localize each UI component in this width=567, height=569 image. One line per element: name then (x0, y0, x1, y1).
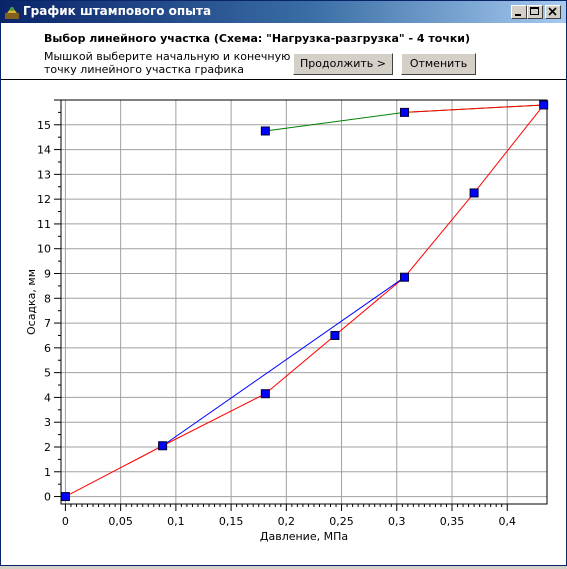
maximize-button[interactable] (527, 5, 543, 19)
y-tick-label: 10 (37, 243, 51, 256)
y-tick-label: 14 (37, 144, 51, 157)
y-tick-label: 1 (44, 466, 51, 479)
y-tick-label: 7 (44, 317, 51, 330)
y-tick-label: 15 (37, 119, 51, 132)
y-tick-label: 4 (44, 391, 51, 404)
minimize-button[interactable] (511, 5, 527, 19)
instruction-text-line1: Мышкой выберите начальную и конечную (44, 50, 291, 63)
title-bar[interactable]: График штампового опыта (1, 1, 566, 23)
y-tick-label: 0 (44, 491, 51, 504)
data-point[interactable] (469, 188, 479, 198)
window-title: График штампового опыта (23, 4, 212, 18)
y-tick-label: 11 (37, 218, 51, 231)
data-point[interactable] (60, 492, 70, 502)
y-tick-label: 8 (44, 292, 51, 305)
y-tick-label: 6 (44, 342, 51, 355)
chart-area: 0 0,05 0,1 0,15 0,2 0,25 0,3 0,35 0,4 0 1 2 3 4 5 6 7 8 9 1… (1, 80, 566, 565)
maximize-icon (530, 7, 539, 15)
close-button[interactable] (545, 5, 561, 19)
y-tick-label: 9 (44, 267, 51, 280)
y-tick-label: 5 (44, 367, 51, 380)
x-tick-label: 0,15 (219, 515, 244, 528)
data-point[interactable] (400, 272, 410, 282)
panel-heading: Выбор линейного участка (Схема: "Нагрузк… (44, 32, 471, 45)
data-point[interactable] (158, 441, 168, 451)
app-icon (5, 7, 19, 19)
y-tick-label: 13 (37, 168, 51, 181)
series-line-3 (404, 104, 544, 113)
y-tick-label: 12 (37, 193, 51, 206)
cancel-button[interactable]: Отменить (401, 53, 476, 75)
y-tick-label: 3 (44, 416, 51, 429)
x-tick-label: 0,4 (498, 515, 516, 528)
x-tick-label: 0,25 (329, 515, 354, 528)
chart[interactable]: 0 0,05 0,1 0,15 0,2 0,25 0,3 0,35 0,401234567891… (1, 80, 566, 565)
data-point[interactable] (539, 100, 549, 110)
x-axis-label: Давление, МПа (260, 530, 348, 543)
minimize-icon (515, 14, 521, 16)
close-icon (548, 7, 557, 16)
data-point[interactable] (260, 389, 270, 399)
continue-button[interactable]: Продолжить > (293, 53, 393, 75)
data-point[interactable] (400, 107, 410, 117)
x-tick-label: 0,2 (278, 515, 296, 528)
plot-frame (60, 99, 548, 505)
x-tick-label: 0,35 (440, 515, 465, 528)
instruction-panel: Выбор линейного участка (Схема: "Нагрузк… (1, 23, 566, 80)
x-tick-label: 0,3 (388, 515, 406, 528)
x-tick-label: 0,05 (108, 515, 133, 528)
y-axis-label: Осадка, мм (25, 269, 38, 335)
series-line-1 (162, 276, 405, 447)
instruction-text-line2: точку линейного участка графика (44, 63, 245, 76)
data-point[interactable] (260, 126, 270, 136)
x-tick-label: 0 (62, 515, 69, 528)
data-point[interactable] (330, 330, 340, 340)
x-tick-label: 0,1 (167, 515, 185, 528)
y-tick-label: 2 (44, 441, 51, 454)
plot-background (61, 100, 547, 504)
